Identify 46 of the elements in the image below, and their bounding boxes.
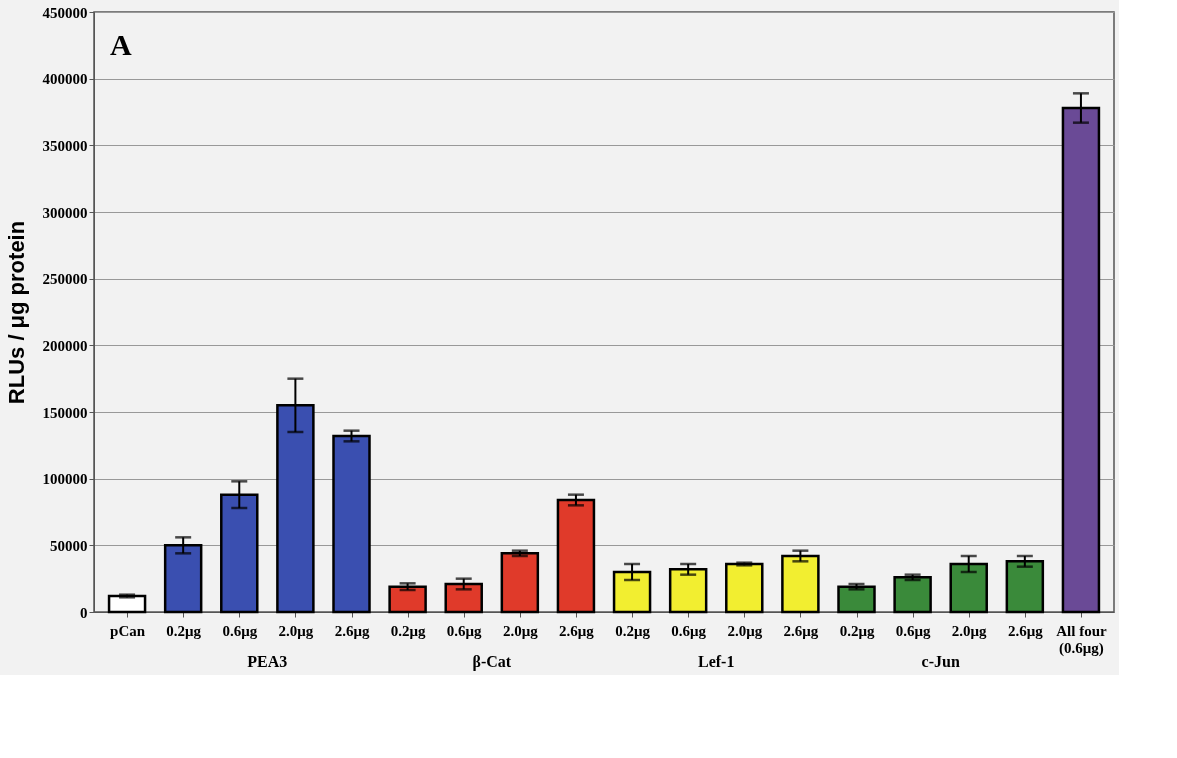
- x-tick-label: 2.0μg: [278, 622, 314, 639]
- x-tick-label: 0.2μg: [615, 622, 651, 639]
- x-tick-label: 0.2μg: [166, 622, 202, 639]
- y-tick-label: 100000: [42, 471, 88, 488]
- x-tick-label: pCan: [110, 622, 146, 639]
- bar: [893, 576, 932, 614]
- y-tick-label: 400000: [42, 71, 88, 88]
- x-tick-label: 0.6μg: [446, 622, 483, 639]
- bar: [781, 554, 820, 614]
- text: β-Cat: [472, 653, 512, 671]
- bar: [107, 594, 147, 614]
- x-tick-label: 0.2μg: [390, 622, 426, 639]
- text: Lef-1: [698, 653, 735, 670]
- x-tick-label: 0.6μg: [671, 622, 707, 639]
- bar: [668, 568, 708, 614]
- y-tick-label: 50000: [50, 537, 88, 554]
- y-tick-label: 0: [80, 604, 88, 621]
- y-tick-label: 300000: [42, 204, 88, 221]
- bar: [500, 552, 540, 614]
- x-tick-label: All four (0.6μg): [1056, 622, 1107, 657]
- bar: [837, 585, 876, 614]
- x-tick-label: 2.0μg: [727, 622, 763, 639]
- x-tick-label: 0.2μg: [839, 622, 875, 639]
- text: c-Jun: [921, 653, 960, 670]
- bar: [332, 434, 371, 614]
- x-tick-label: 2.6μg: [334, 622, 370, 639]
- y-tick-label: 250000: [42, 271, 88, 288]
- bar: [1005, 560, 1045, 614]
- bar: [444, 582, 483, 614]
- bar: [388, 585, 427, 614]
- x-tick-label: 2.0μg: [951, 622, 988, 639]
- x-tick-label: 2.6μg: [783, 622, 819, 639]
- bar: [725, 562, 764, 614]
- x-tick-label: 2.0μg: [502, 622, 539, 639]
- x-tick-label: 0.6μg: [895, 622, 931, 639]
- y-tick-label: 350000: [42, 137, 88, 154]
- x-tick-label: 2.6μg: [1007, 622, 1044, 639]
- x-tick-label: 2.6μg: [559, 622, 595, 639]
- bar: [556, 498, 596, 614]
- annotation: A: [110, 28, 132, 61]
- y-tick-label: 150000: [42, 404, 88, 421]
- y-axis-title: RLUs / μg protein: [3, 220, 29, 405]
- x-tick-label: 0.6μg: [222, 622, 258, 639]
- text: PEA3: [247, 653, 288, 670]
- y-tick-label: 450000: [42, 4, 88, 21]
- y-tick-label: 200000: [42, 337, 88, 354]
